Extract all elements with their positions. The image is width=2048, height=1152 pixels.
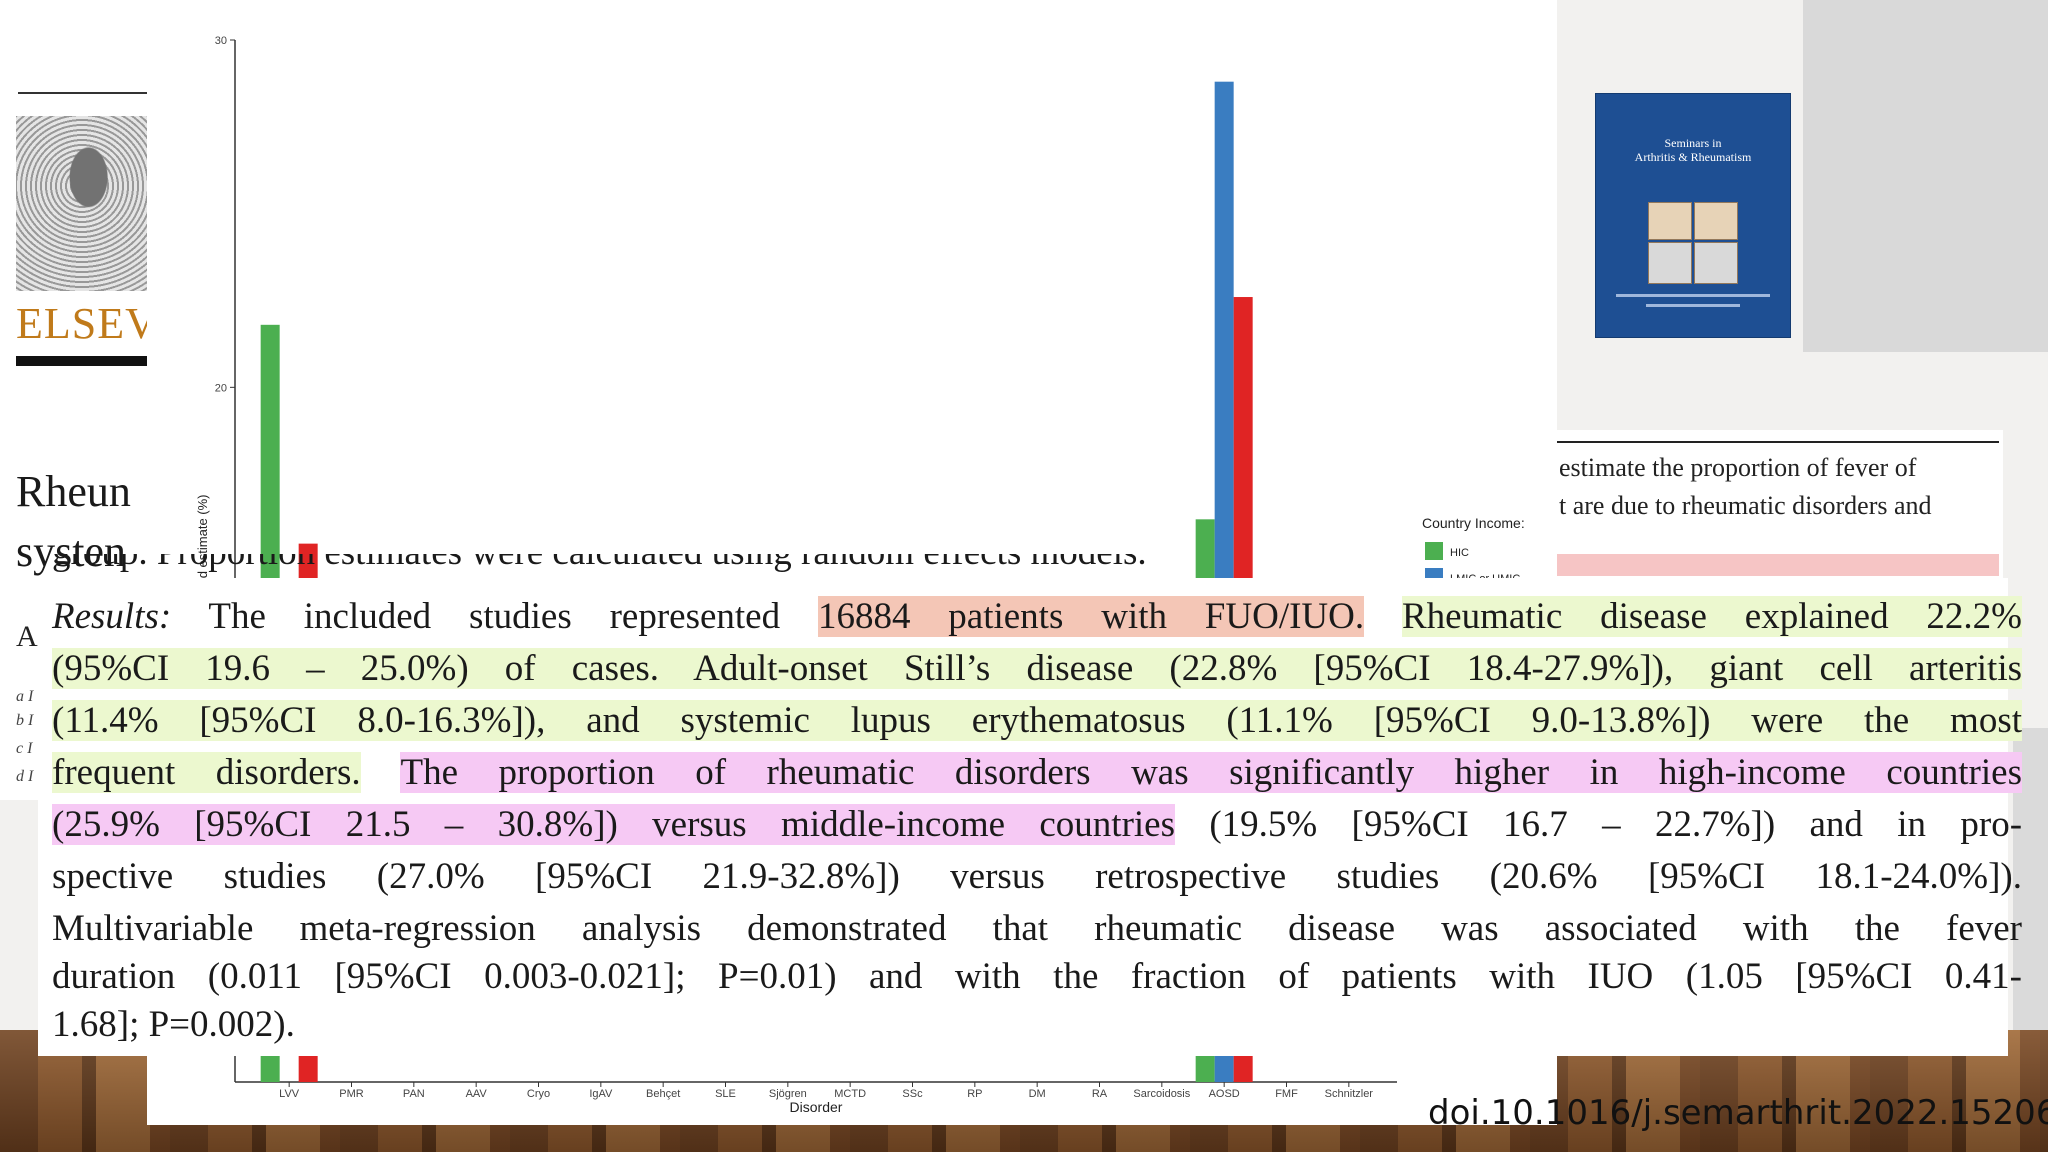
x-tick-label: Schnitzler [1325, 1088, 1374, 1100]
slide-grey-panel [1803, 0, 2048, 352]
x-tick-label: RA [1092, 1088, 1108, 1100]
journal-snippet-line: estimate the proportion of fever of [1559, 453, 1917, 482]
abstract-line: frequent disorders. The proportion of rh… [52, 748, 2022, 798]
x-tick-label: IgAV [589, 1088, 613, 1100]
cover-text-line [1646, 304, 1740, 307]
legend-title: Country Income: [1422, 515, 1525, 531]
affiliation-marker: c I [16, 740, 33, 757]
abstract-segment: 1.68]; P=0.002). [52, 1004, 295, 1045]
abstract-segment [361, 752, 401, 793]
journal-cover-title: Seminars in Arthritis & Rheumatism [1596, 136, 1790, 164]
abstract-line: (11.4% [95%CI 8.0-16.3%]), and systemic … [52, 696, 2022, 746]
abstract-line: duration (0.011 [95%CI 0.003-0.021]; P=0… [52, 952, 2022, 1002]
abstract-segment: Results: [52, 596, 172, 637]
journal-cover: Seminars in Arthritis & Rheumatism [1595, 93, 1791, 338]
x-tick-label: Sjögren [769, 1088, 807, 1100]
x-tick-label: PAN [403, 1088, 425, 1100]
abstract-cut-text: group. Proportion estimates were calcula… [52, 554, 1147, 573]
abstract-segment: The included studies represented [171, 596, 818, 637]
x-tick-label: DM [1029, 1088, 1046, 1100]
x-tick-label: Cryo [527, 1088, 550, 1100]
header-thick-rule [16, 356, 150, 366]
journal-rule [1555, 441, 1999, 443]
abstract-segment: (95%CI 19.6 – 25.0%) of cases. Adult-ons… [52, 648, 2022, 689]
x-tick-label: MCTD [834, 1088, 866, 1100]
paper-title: Rheun systen [16, 462, 131, 582]
abstract-segment: Rheumatic disease explained 22.2% [1401, 596, 2023, 637]
abstract-line: Results: The included studies represente… [52, 592, 2023, 642]
affiliation-marker: d I [16, 768, 34, 785]
legend-swatch [1425, 542, 1443, 560]
x-tick-label: Behçet [646, 1088, 680, 1100]
x-tick-label: FMF [1275, 1088, 1298, 1100]
affiliation-marker: a I [16, 688, 34, 705]
author-initial: A [16, 620, 38, 653]
abstract-segment: 16884 patients with FUO/IUO. [817, 596, 1365, 637]
legend-label: HIC [1450, 547, 1469, 559]
cover-image-xray [1648, 242, 1692, 284]
x-tick-label: RP [967, 1088, 982, 1100]
publisher-logo: ELSEV [16, 299, 158, 348]
abstract-segment: frequent disorders. [52, 752, 361, 793]
abstract-results-excerpt: group. Proportion estimates were calcula… [38, 554, 2023, 1056]
cover-image-hand [1648, 202, 1692, 240]
abstract-cut-line: group. Proportion estimates were calcula… [52, 554, 2022, 578]
cover-image-hand [1694, 202, 1738, 240]
x-axis-label: Disorder [790, 1099, 843, 1115]
affiliation-marker: b I [16, 712, 34, 729]
abstract-line: Multivariable meta-regression analysis d… [52, 904, 2022, 954]
abstract-segment: (25.9% [95%CI 21.5 – 30.8%]) versus midd… [52, 804, 1175, 845]
y-axis-label: ed estimate (%) [195, 494, 210, 585]
x-tick-label: AAV [466, 1088, 488, 1100]
abstract-segment: duration (0.011 [95%CI 0.003-0.021]; P=0… [52, 956, 2022, 997]
abstract-line: spective studies (27.0% [95%CI 21.9-32.8… [52, 852, 2022, 902]
x-tick-label: SLE [715, 1088, 736, 1100]
abstract-line: 1.68]; P=0.002). [52, 1000, 2022, 1050]
x-tick-label: LVV [279, 1088, 300, 1100]
journal-highlight [1555, 554, 1999, 576]
journal-snippet-line: t are due to rheumatic disorders and [1559, 491, 1932, 520]
x-tick-label: Sarcoidosis [1133, 1088, 1190, 1100]
abstract-line: (95%CI 19.6 – 25.0%) of cases. Adult-ons… [52, 644, 2022, 694]
abstract-segment: spective studies (27.0% [95%CI 21.9-32.8… [52, 856, 2022, 897]
y-tick-label: 30 [215, 35, 227, 47]
y-tick-label: 20 [215, 382, 227, 394]
abstract-segment [1364, 596, 1402, 637]
journal-cover-title-line: Seminars in [1664, 136, 1722, 150]
cover-image-xray [1694, 242, 1738, 284]
paper-title-line: systen [16, 527, 126, 576]
paper-title-line: Rheun [16, 467, 131, 516]
abstract-segment: The proportion of rheumatic disorders wa… [400, 752, 2022, 793]
abstract-segment: (19.5% [95%CI 16.7 – 22.7%]) and in pro- [1175, 804, 2023, 845]
x-tick-label: PMR [339, 1088, 364, 1100]
abstract-segment: (11.4% [95%CI 8.0-16.3%]), and systemic … [52, 700, 2022, 741]
doi-reference: doi.10.1016/j.semarthrit.2022.152066 [1428, 1093, 2048, 1133]
header-rule [18, 92, 150, 94]
abstract-line: (25.9% [95%CI 21.5 – 30.8%]) versus midd… [52, 800, 2022, 850]
cover-text-line [1616, 294, 1770, 297]
x-tick-label: SSc [902, 1088, 923, 1100]
journal-cover-title-line: Arthritis & Rheumatism [1634, 150, 1752, 164]
elsevier-tree-logo [16, 116, 148, 291]
abstract-segment: Multivariable meta-regression analysis d… [52, 908, 2022, 949]
x-tick-label: AOSD [1209, 1088, 1240, 1100]
